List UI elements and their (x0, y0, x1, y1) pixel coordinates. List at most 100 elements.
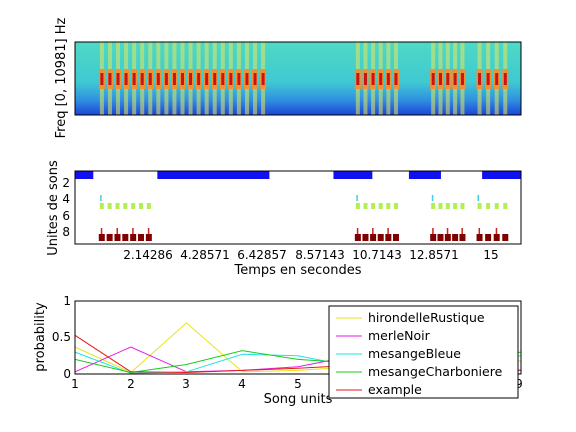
unit-marker (107, 203, 112, 209)
probability-yticks: 0 0.5 1 (52, 294, 71, 381)
spectrogram-call-core (394, 73, 398, 85)
unit-marker (354, 234, 361, 241)
unit-marker (355, 203, 360, 209)
unit-marker (392, 234, 399, 241)
spectrogram-call-core (148, 73, 152, 85)
spectrogram-call-core (446, 73, 450, 85)
unit-marker (147, 228, 150, 234)
probability-xtick: 2 (127, 377, 135, 391)
units-panel: 2 4 6 8 2.14286 4.28571 6.42857 8.57143 … (46, 160, 522, 278)
spectrogram-call-core (503, 73, 507, 85)
unit-marker (138, 234, 145, 241)
unit-marker (453, 203, 458, 209)
silence-bar (157, 171, 270, 179)
unit-marker (431, 195, 434, 201)
unit-marker (139, 203, 144, 209)
spectrogram-call-core (453, 73, 457, 85)
unit-marker (123, 203, 128, 209)
unit-marker (356, 228, 359, 234)
spectrogram-ylabel: Freq [0, 10981] Hz (54, 17, 69, 138)
probability-ylabel: probability (33, 302, 48, 372)
probability-panel: 1 2 3 4 5 6 7 8 9 0 0.5 1 Song units pro… (33, 294, 523, 407)
units-xtick: 12.8571 (409, 248, 459, 262)
legend-entries: hirondelleRustique merleNoir mesangeBleue m… (336, 310, 503, 397)
legend-box (328, 305, 519, 399)
unit-marker (477, 195, 480, 201)
spectrogram-call-core (205, 73, 209, 85)
legend-label: merleNoir (368, 328, 431, 343)
unit-marker (145, 234, 152, 241)
unit-marker (99, 203, 104, 209)
units-ytick: 2 (62, 176, 70, 190)
unit-marker (438, 203, 443, 209)
units-ytick: 6 (62, 209, 70, 223)
spectrogram-call-core (478, 73, 482, 85)
unit-marker (386, 203, 391, 209)
probability-xtick: 5 (294, 377, 302, 391)
spectrogram-call-core (237, 73, 241, 85)
units-xtick: 10.7143 (352, 248, 402, 262)
unit-marker (432, 228, 434, 234)
spectrogram-call-core (379, 73, 383, 85)
spectrogram-call-core (229, 73, 233, 85)
unit-marker (494, 203, 499, 209)
probability-ytick: 1 (63, 294, 71, 308)
probability-xtick: 3 (182, 377, 190, 391)
unit-marker (461, 228, 463, 234)
spectrogram-call-core (197, 73, 201, 85)
spectrogram-call-core (253, 73, 257, 85)
unit-marker (460, 203, 465, 209)
spectrogram-call-core (261, 73, 265, 85)
spectrogram-call-core (189, 73, 193, 85)
unit-marker (446, 228, 449, 234)
unit-marker (459, 234, 466, 241)
unit-marker (437, 234, 444, 241)
units-xtick: 2.14286 (123, 248, 173, 262)
unit-marker (445, 203, 450, 209)
unit-marker (362, 234, 369, 241)
silence-bar (333, 171, 373, 179)
units-ylabel: Unites de sons (46, 160, 61, 256)
spectrogram-call-core (108, 73, 112, 85)
unit-marker (387, 228, 389, 234)
unit-marker (115, 203, 120, 209)
unit-marker (476, 234, 483, 241)
spectrogram-call-core (371, 73, 375, 85)
units-xtick: 6.42857 (237, 248, 287, 262)
spectrogram-call-core (172, 73, 176, 85)
unit-marker (486, 203, 491, 209)
spectrogram-call-core (140, 73, 144, 85)
unit-marker (430, 234, 437, 241)
spectrogram-call-core (221, 73, 225, 85)
probability-xlabel: Song units (264, 392, 333, 407)
units-axes-box (74, 170, 522, 245)
unit-marker (477, 203, 482, 209)
legend-label: mesangeBleue (368, 346, 461, 361)
probability-ytick: 0 (63, 367, 71, 381)
unit-marker (503, 203, 508, 209)
spectrogram-call-core (356, 73, 360, 85)
unit-marker (363, 203, 368, 209)
unit-marker (431, 203, 436, 209)
spectrogram-call-core (486, 73, 490, 85)
legend: hirondelleRustique merleNoir mesangeBleue m… (328, 305, 519, 399)
unit-marker (478, 228, 481, 234)
units-ytick: 8 (62, 225, 70, 239)
spectrogram-call-core (116, 73, 120, 85)
units-xtick: 4.28571 (180, 248, 230, 262)
unit-marker (100, 228, 103, 234)
unit-marker (114, 234, 121, 241)
unit-marker (98, 234, 105, 241)
unit-marker (378, 203, 383, 209)
units-xtick: 8.57143 (295, 248, 345, 262)
spectrogram-call-core (245, 73, 249, 85)
unit-marker (116, 228, 118, 234)
silence-bar (408, 171, 441, 179)
spectrogram-call-core (386, 73, 390, 85)
spectrogram-call-core (100, 73, 104, 85)
spectrogram-call-core (213, 73, 217, 85)
probability-xtick: 9 (515, 377, 523, 391)
unit-marker (372, 228, 374, 234)
